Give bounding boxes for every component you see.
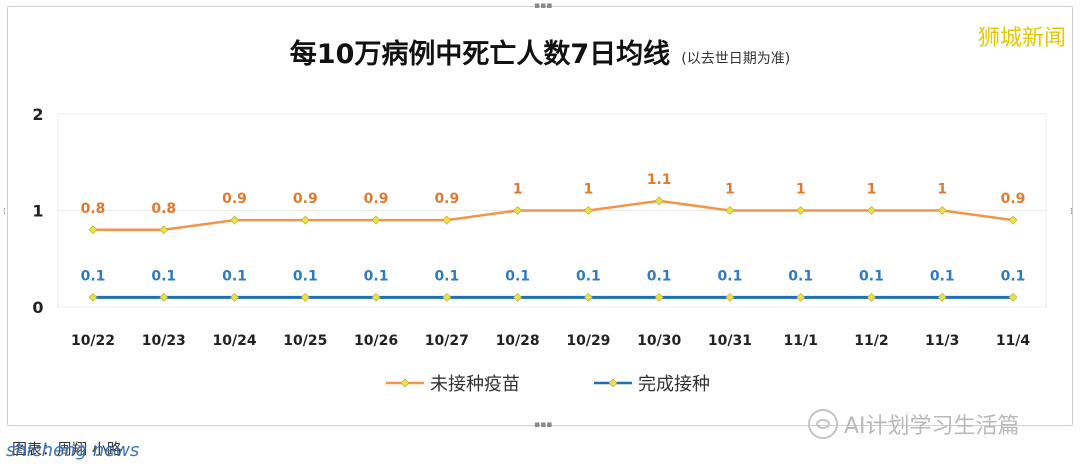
data-point — [1008, 292, 1018, 302]
data-label: 0.1 — [576, 268, 601, 284]
data-label: 0.1 — [505, 268, 530, 284]
data-label: 1 — [725, 182, 735, 198]
x-tick-label: 10/24 — [212, 333, 256, 349]
x-tick-label: 11/4 — [996, 333, 1031, 349]
data-point — [513, 206, 523, 215]
data-point — [442, 292, 452, 302]
data-point — [300, 292, 310, 302]
wechat-icon — [808, 409, 838, 439]
x-tick-label: 11/1 — [784, 333, 818, 349]
data-label: 0.1 — [364, 268, 389, 284]
resize-handle-bottom[interactable]: ▪▪▪ — [534, 420, 553, 430]
y-tick-label: 0 — [32, 298, 43, 317]
resize-handle-left[interactable]: ⁞ — [3, 207, 6, 217]
data-point — [513, 292, 523, 302]
data-point — [300, 215, 310, 225]
data-point — [88, 225, 98, 235]
data-point — [371, 292, 381, 302]
x-tick-label: 10/22 — [71, 333, 115, 349]
resize-handle-top[interactable]: ▪▪▪ — [534, 1, 553, 11]
brand: AI计划学习生活篇 — [808, 408, 1020, 440]
data-point — [867, 206, 876, 215]
data-label: 1 — [867, 182, 877, 198]
data-point — [583, 206, 593, 215]
data-point — [654, 196, 664, 206]
data-label: 0.9 — [434, 191, 459, 207]
data-point — [796, 206, 806, 215]
x-tick-label: 10/31 — [708, 333, 752, 349]
data-point — [796, 292, 806, 302]
x-tick-label: 10/30 — [637, 333, 681, 349]
chart-frame — [7, 6, 1073, 426]
legend-entry: 未接种疫苗 — [430, 374, 520, 395]
x-tick-label: 11/3 — [925, 333, 959, 349]
data-point — [230, 215, 239, 225]
x-tick-label: 10/25 — [283, 333, 327, 349]
data-label: 0.8 — [81, 201, 106, 217]
data-label: 0.1 — [647, 268, 672, 284]
brand-text: AI计划学习生活篇 — [844, 414, 1020, 439]
data-label: 1 — [584, 182, 594, 198]
data-label: 0.9 — [222, 191, 247, 207]
x-tick-label: 10/28 — [496, 333, 540, 349]
x-tick-label: 10/29 — [566, 333, 610, 349]
data-point — [88, 292, 98, 302]
data-label: 0.9 — [293, 191, 318, 207]
data-label: 0.1 — [151, 268, 176, 284]
data-label: 0.8 — [151, 201, 176, 217]
x-tick-label: 10/23 — [142, 333, 186, 349]
data-point — [937, 292, 947, 302]
chart-credit: 图表：周翔 小路 — [12, 440, 122, 458]
data-label: 1 — [937, 182, 947, 198]
data-label: 0.1 — [718, 268, 743, 284]
y-tick-label: 1 — [32, 202, 43, 221]
legend-entry: 完成接种 — [638, 374, 710, 395]
x-tick-label: 11/2 — [854, 333, 888, 349]
resize-handle-right[interactable]: ⁞ — [1070, 207, 1073, 217]
data-point — [583, 292, 593, 302]
data-point — [159, 225, 169, 235]
data-point — [867, 292, 876, 302]
credit-overlay-watermark: shicheng news — [6, 440, 140, 461]
data-label: 1 — [796, 182, 806, 198]
data-label: 0.1 — [859, 268, 884, 284]
x-tick-label: 10/26 — [354, 333, 398, 349]
data-point — [442, 215, 452, 225]
data-label: 0.1 — [222, 268, 247, 284]
data-point — [725, 292, 735, 302]
legend-swatch-marker — [608, 378, 618, 388]
data-point — [654, 292, 664, 302]
data-point — [371, 215, 381, 225]
data-label: 0.1 — [788, 268, 813, 284]
x-tick-label: 10/27 — [425, 333, 469, 349]
y-tick-label: 2 — [32, 105, 43, 124]
data-label: 0.1 — [81, 268, 106, 284]
data-label: 0.9 — [1001, 191, 1026, 207]
data-point — [159, 292, 169, 302]
data-label: 0.1 — [434, 268, 459, 284]
data-label: 0.9 — [364, 191, 389, 207]
data-point — [230, 292, 239, 302]
legend-swatch-marker — [400, 378, 410, 388]
data-point — [1008, 215, 1018, 225]
data-label: 0.1 — [293, 268, 318, 284]
data-label: 0.1 — [930, 268, 955, 284]
watermark: 狮城新闻 — [977, 26, 1066, 51]
chart-subtitle: (以去世日期为准) — [681, 51, 791, 67]
data-point — [725, 206, 735, 215]
data-label: 1 — [513, 182, 523, 198]
chart-title-wrap: 每10万病例中死亡人数7日均线 (以去世日期为准) — [0, 32, 1080, 71]
data-label: 0.1 — [1001, 268, 1026, 284]
series-line — [93, 199, 1014, 232]
chart-title: 每10万病例中死亡人数7日均线 — [289, 39, 671, 70]
data-point — [937, 206, 947, 215]
data-label: 1.1 — [647, 172, 672, 188]
